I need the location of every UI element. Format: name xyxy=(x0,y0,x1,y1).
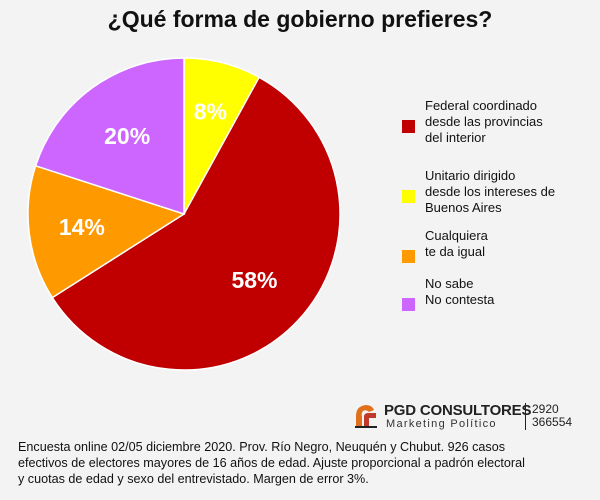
legend-label: Unitario dirigido desde los intereses de… xyxy=(425,168,556,215)
brand-phone: 2920 366554 xyxy=(532,402,573,429)
legend-swatch xyxy=(402,298,415,311)
legend-item: Federal coordinado desde las provincias … xyxy=(402,98,598,168)
pie-slice-label: 58% xyxy=(231,267,277,293)
legend-label: No sabe No contesta xyxy=(425,276,495,307)
legend: Federal coordinado desde las provincias … xyxy=(402,98,598,316)
pie-slice-label: 8% xyxy=(194,98,227,124)
pie-slice xyxy=(27,164,186,299)
legend-label: Cualquiera te da igual xyxy=(425,228,488,259)
legend-swatch xyxy=(402,120,415,133)
legend-item: No sabe No contesta xyxy=(402,276,598,316)
pie-slice-label: 14% xyxy=(59,214,105,240)
brand-subtitle: Marketing Político xyxy=(386,418,497,430)
brand-divider xyxy=(525,403,526,430)
survey-footnote: Encuesta online 02/05 diciembre 2020. Pr… xyxy=(18,440,525,486)
legend-label: Federal coordinado desde las provincias … xyxy=(425,98,543,145)
legend-item: Unitario dirigido desde los intereses de… xyxy=(402,168,598,228)
legend-swatch xyxy=(402,250,415,263)
brand-logo-icon xyxy=(355,405,377,428)
brand-name: PGD CONSULTORES xyxy=(384,402,532,419)
chart-title: ¿Qué forma de gobierno prefieres? xyxy=(107,6,493,32)
legend-item: Cualquiera te da igual xyxy=(402,228,598,276)
pie-slice xyxy=(51,76,341,371)
pie-slice xyxy=(34,57,185,216)
pie-slice-label: 20% xyxy=(104,123,150,149)
legend-swatch xyxy=(402,190,415,203)
